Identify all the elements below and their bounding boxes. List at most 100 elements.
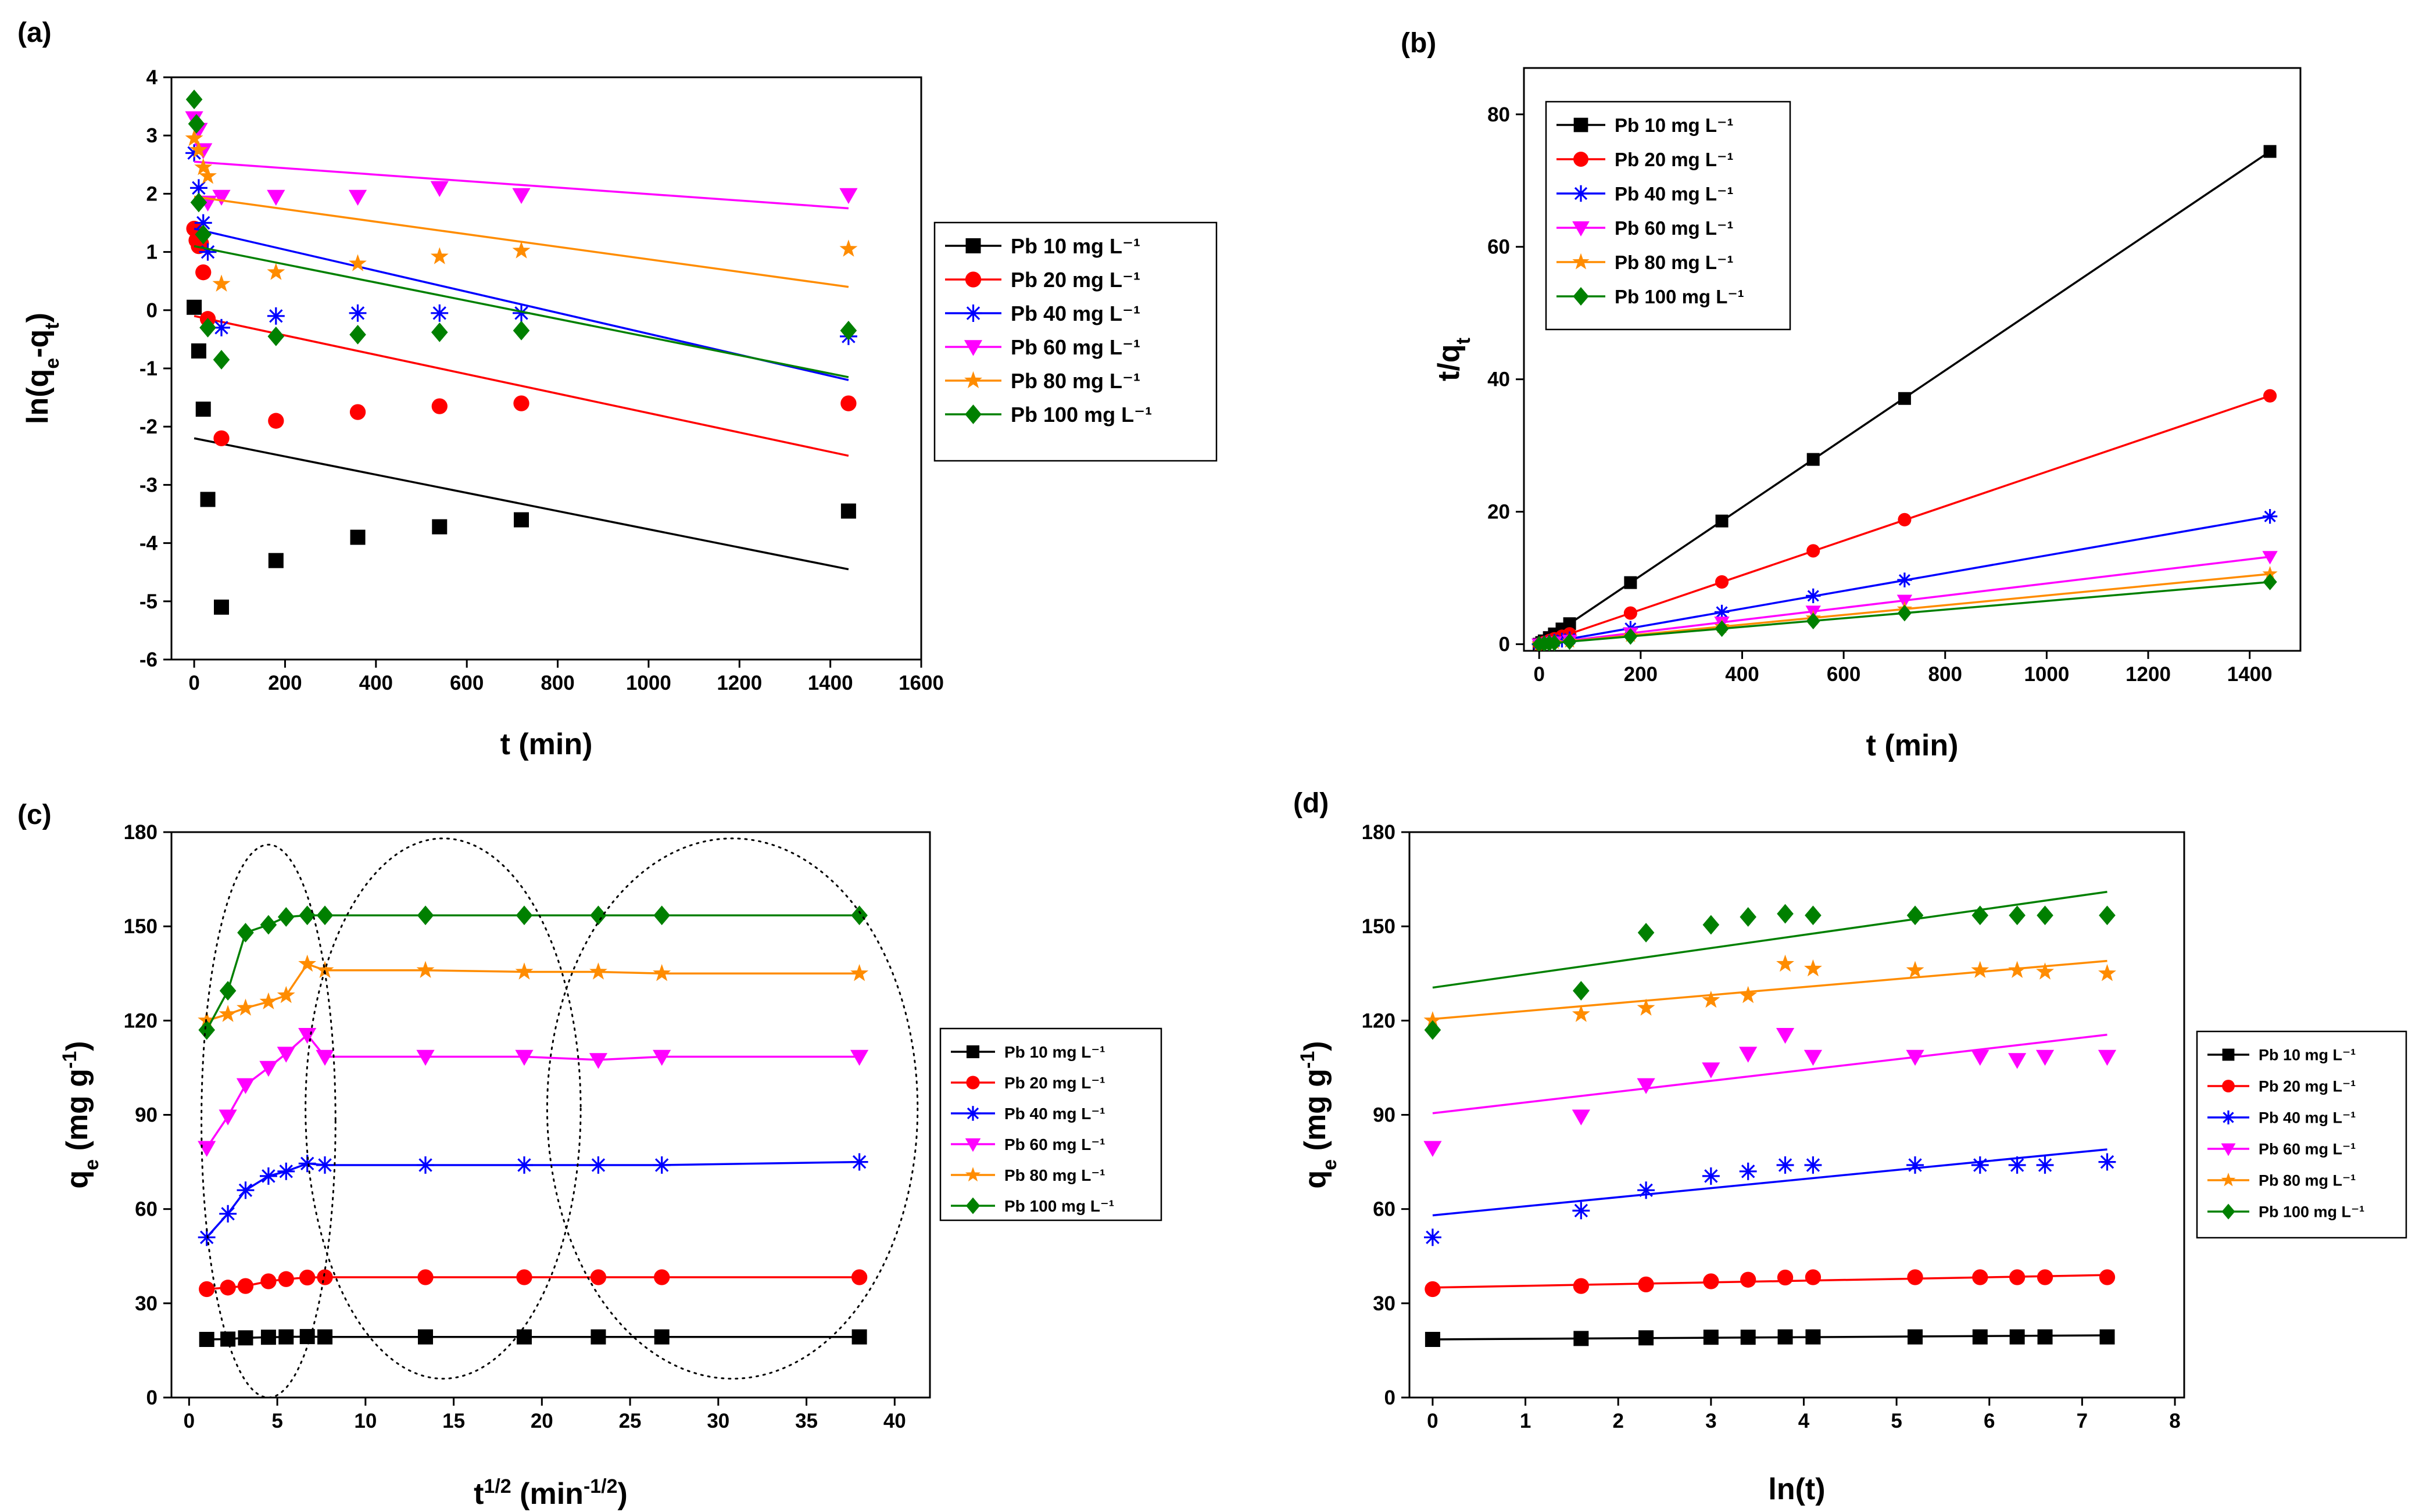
data-point-c-3 xyxy=(237,1181,255,1199)
data-point-a-5 xyxy=(512,241,531,259)
data-point-c-5 xyxy=(298,954,317,972)
data-point-c-5 xyxy=(219,1005,237,1022)
x-tick-label-b: 600 xyxy=(1827,663,1860,686)
data-point-a-4 xyxy=(348,189,367,206)
connect-line-c-5 xyxy=(206,962,860,1022)
y-tick-label-a: -4 xyxy=(139,532,158,555)
data-point-c-4 xyxy=(416,1049,435,1066)
data-point-a-4 xyxy=(430,181,449,197)
y-tick-label-c: 0 xyxy=(146,1386,158,1409)
data-point-a-3 xyxy=(185,144,203,162)
data-point-d-6 xyxy=(1777,904,1794,924)
plot-area-c xyxy=(198,905,869,1347)
x-tick-label-d: 2 xyxy=(1612,1410,1623,1432)
data-point-c-6 xyxy=(219,981,237,1001)
data-point-a-1 xyxy=(268,553,284,568)
data-point-b-2 xyxy=(1806,544,1820,558)
legend-label-b-3: Pb 40 mg L⁻¹ xyxy=(1615,183,1733,205)
y-tick-label-c: 180 xyxy=(124,821,158,844)
legend-label-d-4: Pb 60 mg L⁻¹ xyxy=(2259,1141,2356,1158)
data-point-b-1 xyxy=(1563,617,1576,630)
legend-marker-a-1 xyxy=(965,238,981,253)
legend-label-b-6: Pb 100 mg L⁻¹ xyxy=(1615,286,1744,307)
series-c-1 xyxy=(199,1329,867,1347)
data-point-d-2 xyxy=(1777,1269,1794,1286)
data-point-c-2 xyxy=(199,1281,215,1298)
x-tick-label-c: 20 xyxy=(531,1410,553,1432)
y-tick-label-c: 60 xyxy=(135,1198,158,1221)
series-c-5 xyxy=(198,954,869,1029)
data-point-d-5 xyxy=(2098,964,2116,981)
legend-marker-a-6 xyxy=(965,404,982,424)
legend-label-a-1: Pb 10 mg L⁻¹ xyxy=(1011,234,1140,258)
legend-label-b-5: Pb 80 mg L⁻¹ xyxy=(1615,252,1733,273)
dotted-ellipse-1 xyxy=(201,844,337,1399)
series-d-6 xyxy=(1424,890,2116,1040)
data-point-c-2 xyxy=(590,1269,607,1285)
data-point-c-2 xyxy=(278,1271,294,1287)
data-point-d-1 xyxy=(2009,1329,2025,1345)
data-point-d-6 xyxy=(1702,915,1720,935)
data-point-b-6 xyxy=(1623,628,1638,645)
legend-marker-c-4 xyxy=(965,1138,981,1152)
legend-marker-c-6 xyxy=(965,1197,981,1214)
data-point-c-3 xyxy=(516,1156,533,1174)
data-point-c-6 xyxy=(590,905,607,926)
data-point-c-6 xyxy=(516,905,533,926)
legend-label-c-5: Pb 80 mg L⁻¹ xyxy=(1004,1166,1105,1184)
data-point-b-3 xyxy=(1714,604,1730,619)
data-point-d-3 xyxy=(1906,1156,1924,1174)
data-point-a-3 xyxy=(190,179,207,197)
x-tick-label-b: 800 xyxy=(1928,663,1962,686)
legend-label-d-6: Pb 100 mg L⁻¹ xyxy=(2259,1203,2364,1221)
data-point-c-3 xyxy=(850,1153,868,1171)
panel-d: (d) 0 1 2 3 4 5 6 7 8 0 30 60 90 120 150 180 qe (mg g-1) l… xyxy=(1293,788,2407,1506)
data-point-b-3 xyxy=(1554,632,1570,648)
data-point-a-2 xyxy=(840,395,857,411)
legend-label-a-6: Pb 100 mg L⁻¹ xyxy=(1011,403,1152,427)
data-point-d-1 xyxy=(1777,1329,1793,1345)
data-point-c-5 xyxy=(589,962,607,980)
data-point-c-4 xyxy=(515,1049,534,1066)
data-point-a-2 xyxy=(213,430,230,446)
data-point-b-1 xyxy=(1624,576,1637,589)
legend-label-a-5: Pb 80 mg L⁻¹ xyxy=(1011,369,1140,393)
data-point-a-5 xyxy=(212,274,231,292)
data-point-c-5 xyxy=(277,986,295,1004)
data-point-a-5 xyxy=(349,254,367,271)
data-point-a-1 xyxy=(187,299,202,315)
data-point-d-1 xyxy=(1972,1329,1988,1345)
data-point-c-1 xyxy=(260,1330,276,1345)
data-point-d-5 xyxy=(1423,1011,1442,1029)
data-point-d-2 xyxy=(1573,1278,1589,1294)
data-point-d-5 xyxy=(1906,961,1924,978)
data-point-c-1 xyxy=(654,1329,670,1345)
data-point-d-4 xyxy=(1637,1078,1655,1094)
data-point-c-5 xyxy=(850,964,869,981)
data-point-d-4 xyxy=(1423,1141,1442,1157)
panel-label-b: (b) xyxy=(1401,28,1436,59)
data-point-b-1 xyxy=(1898,392,1911,405)
data-point-a-5 xyxy=(194,158,213,175)
legend-label-d-2: Pb 20 mg L⁻¹ xyxy=(2259,1078,2356,1095)
data-point-d-4 xyxy=(1702,1062,1720,1079)
data-point-d-5 xyxy=(1572,1005,1590,1022)
fit-line-d-6 xyxy=(1432,890,2107,989)
x-tick-label-b: 1400 xyxy=(2227,663,2273,686)
data-point-a-6 xyxy=(199,317,216,338)
data-point-c-4 xyxy=(236,1078,255,1094)
data-point-c-3 xyxy=(298,1155,316,1173)
data-point-a-2 xyxy=(431,398,448,414)
data-point-d-6 xyxy=(2009,905,2026,926)
legend-label-a-4: Pb 60 mg L⁻¹ xyxy=(1011,335,1140,359)
data-point-d-2 xyxy=(1805,1269,1822,1285)
data-point-b-2 xyxy=(1898,513,1912,526)
data-point-c-4 xyxy=(219,1109,237,1126)
data-point-a-5 xyxy=(185,129,203,146)
data-point-d-2 xyxy=(1638,1276,1654,1293)
data-point-a-5 xyxy=(189,141,208,158)
data-point-c-6 xyxy=(851,905,868,926)
data-point-b-6 xyxy=(1547,635,1562,651)
x-tick-label-a: 200 xyxy=(268,672,302,694)
y-tick-label-a: -1 xyxy=(139,357,158,380)
